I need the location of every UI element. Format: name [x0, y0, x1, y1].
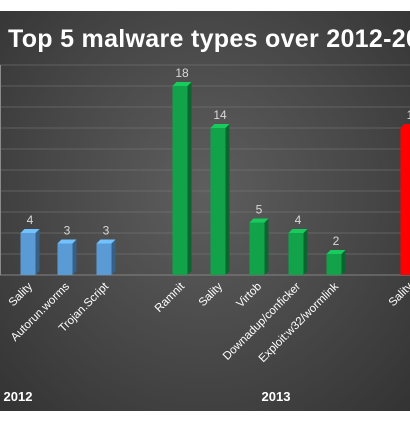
- bar-top: [20, 229, 40, 233]
- bar: [210, 128, 226, 275]
- bar: [96, 243, 112, 275]
- bar: [249, 222, 265, 275]
- bar: [400, 128, 410, 275]
- category-label: Sality: [7, 280, 36, 309]
- bar: [326, 254, 342, 275]
- data-label: 4: [27, 213, 34, 227]
- bar-top: [249, 218, 269, 223]
- bar-side: [264, 218, 269, 275]
- chart-title: Top 5 malware types over 2012-20: [8, 25, 410, 53]
- data-label: 3: [103, 224, 110, 238]
- data-label: 18: [175, 66, 189, 80]
- bar-side: [111, 239, 116, 275]
- data-label: 2: [333, 234, 340, 248]
- group-label: 2012: [4, 389, 33, 404]
- bar-top: [57, 239, 77, 244]
- bar-side: [303, 229, 308, 275]
- data-label: 14: [213, 108, 227, 122]
- bar-side: [225, 124, 230, 275]
- bar: [172, 86, 188, 275]
- data-label: 3: [64, 224, 71, 238]
- bar-top: [172, 82, 192, 86]
- bar-top: [210, 124, 230, 128]
- bar-side: [72, 239, 77, 275]
- bar-top: [96, 239, 116, 244]
- chart-frame: Top 5 malware types over 2012-20 4 Sality…: [0, 11, 410, 411]
- data-label: 1: [407, 108, 410, 122]
- group-label: 2013: [262, 389, 291, 404]
- category-label: Virtob: [235, 281, 265, 311]
- category-label: Ramnit: [153, 280, 188, 315]
- bar-side: [35, 229, 40, 275]
- bar: [57, 243, 73, 275]
- bar-chart: 4Sality3Autorun.worms3Trojan.Script20121…: [0, 64, 410, 404]
- data-label: 5: [256, 203, 263, 217]
- category-label: Sality: [387, 280, 410, 309]
- bar-top: [400, 124, 410, 128]
- bar-top: [288, 229, 308, 233]
- bar: [20, 233, 36, 275]
- data-label: 4: [295, 213, 302, 227]
- category-label: Sality: [197, 280, 226, 309]
- bar-side: [187, 82, 192, 275]
- bar: [288, 233, 304, 275]
- bar-side: [341, 250, 346, 275]
- bar-top: [326, 250, 346, 254]
